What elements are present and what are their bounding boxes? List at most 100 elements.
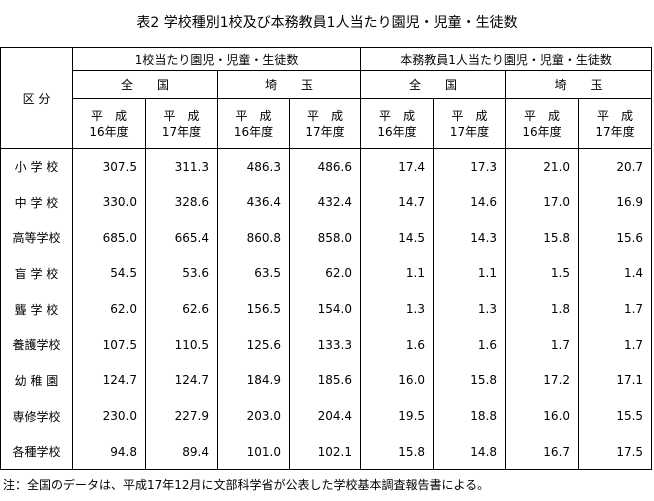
column-header-line: 平 成 <box>379 108 416 123</box>
cell: 1.3 <box>360 291 435 327</box>
cell: 156.5 <box>217 291 290 327</box>
column-header-line: 平 成 <box>235 108 272 123</box>
cell: 14.5 <box>360 219 435 256</box>
column-header-line: 平 成 <box>451 108 488 123</box>
cell: 124.7 <box>72 362 146 399</box>
table-row: 幼 稚 園 124.7 124.7 184.9 185.6 16.0 15.8 17.2 17.… <box>0 362 653 399</box>
column-header: 平 成 17年度 <box>145 98 218 149</box>
row-label: 高等学校 <box>0 219 73 256</box>
cell: 307.5 <box>72 148 146 185</box>
cell: 1.8 <box>505 291 580 327</box>
cell: 1.1 <box>360 255 435 292</box>
cell: 62.6 <box>145 291 218 327</box>
cell: 1.5 <box>505 255 580 292</box>
corner-cell: 区 分 <box>0 47 73 149</box>
cell: 185.6 <box>288 362 362 399</box>
cell: 107.5 <box>72 326 146 363</box>
table-row: 中 学 校 330.0 328.6 436.4 432.4 14.7 14.6 17.0 16.… <box>0 184 653 220</box>
data-table: 区 分 1校当たり園児・児童・生徒数 本務教員1人当たり園児・児童・生徒数 全 国埼… <box>0 47 653 471</box>
cell: 330.0 <box>72 184 146 220</box>
subgroup-header: 埼 玉 <box>216 70 362 99</box>
table-body: 小 学 校 307.5 311.3 486.3 486.6 17.4 17.3 21.0 20.… <box>0 148 653 471</box>
column-header: 平 成 17年度 <box>433 98 507 149</box>
cell: 860.8 <box>217 219 290 256</box>
cell: 1.7 <box>505 326 580 363</box>
cell: 53.6 <box>145 255 218 292</box>
cell: 125.6 <box>217 326 290 363</box>
column-header-line: 17年度 <box>595 124 635 139</box>
cell: 124.7 <box>145 362 218 399</box>
cell: 20.7 <box>578 148 653 185</box>
cell: 1.4 <box>578 255 653 292</box>
cell: 63.5 <box>217 255 290 292</box>
cell: 1.6 <box>360 326 435 363</box>
cell: 311.3 <box>145 148 218 185</box>
cell: 21.0 <box>505 148 580 185</box>
group-header: 本務教員1人当たり園児・児童・生徒数 <box>360 47 653 71</box>
cell: 89.4 <box>145 434 218 471</box>
column-header: 平 成 16年度 <box>505 98 580 149</box>
cell: 14.3 <box>433 219 507 256</box>
cell: 1.7 <box>578 326 653 363</box>
cell: 101.0 <box>217 434 290 471</box>
cell: 17.5 <box>578 434 653 471</box>
subgroup-header: 全 国 <box>360 70 507 99</box>
column-header-line: 16年度 <box>522 124 562 139</box>
cell: 1.3 <box>433 291 507 327</box>
table-row: 養護学校 107.5 110.5 125.6 133.3 1.6 1.6 1.7 1.7 <box>0 326 653 363</box>
cell: 203.0 <box>217 398 290 434</box>
cell: 15.8 <box>433 362 507 399</box>
column-header-line: 平 成 <box>307 108 344 123</box>
cell: 1.6 <box>433 326 507 363</box>
row-label: 中 学 校 <box>0 184 73 220</box>
column-header-line: 平 成 <box>90 108 127 123</box>
title: 表2 学校種別1校及び本務教員1人当たり園児・児童・生徒数 <box>136 15 518 31</box>
column-header: 平 成 16年度 <box>217 98 290 149</box>
cell: 14.6 <box>433 184 507 220</box>
row-label: 小 学 校 <box>0 148 73 185</box>
column-header-line: 17年度 <box>161 124 202 139</box>
cell: 685.0 <box>72 219 146 256</box>
cell: 14.7 <box>360 184 435 220</box>
column-header-line: 平 成 <box>163 108 200 123</box>
cell: 15.8 <box>360 434 435 471</box>
row-label: 養護学校 <box>0 326 73 363</box>
row-label: 聾 学 校 <box>0 291 73 327</box>
table-row: 聾 学 校 62.0 62.6 156.5 154.0 1.3 1.3 1.8 1.7 <box>0 291 653 327</box>
cell: 204.4 <box>288 398 362 434</box>
cell: 436.4 <box>217 184 290 220</box>
column-header: 平 成 17年度 <box>578 98 653 149</box>
cell: 184.9 <box>217 362 290 399</box>
table-row: 高等学校 685.0 665.4 860.8 858.0 14.5 14.3 15.8 15.6 <box>0 219 653 256</box>
table-row: 盲 学 校 54.5 53.6 63.5 62.0 1.1 1.1 1.5 1.4 <box>0 255 653 292</box>
cell: 62.0 <box>288 255 362 292</box>
row-label: 専修学校 <box>0 398 73 434</box>
column-header-line: 平 成 <box>597 108 634 123</box>
cell: 102.1 <box>288 434 362 471</box>
cell: 227.9 <box>145 398 218 434</box>
cell: 17.2 <box>505 362 580 399</box>
cell: 62.0 <box>72 291 146 327</box>
cell: 17.4 <box>360 148 435 185</box>
column-header: 平 成 17年度 <box>288 98 362 149</box>
column-header: 平 成 16年度 <box>360 98 435 149</box>
cell: 328.6 <box>145 184 218 220</box>
cell: 15.6 <box>578 219 653 256</box>
column-header-line: 16年度 <box>89 124 129 139</box>
table-row: 小 学 校 307.5 311.3 486.3 486.6 17.4 17.3 21.0 20.… <box>0 148 653 185</box>
cell: 16.9 <box>578 184 653 220</box>
cell: 18.8 <box>433 398 507 434</box>
cell: 16.7 <box>505 434 580 471</box>
cell: 16.0 <box>505 398 580 434</box>
cell: 17.0 <box>505 184 580 220</box>
cell: 230.0 <box>72 398 146 434</box>
column-header-line: 17年度 <box>449 124 490 139</box>
cell: 19.5 <box>360 398 435 434</box>
cell: 486.6 <box>288 148 362 185</box>
column-header-line: 17年度 <box>305 124 345 139</box>
cell: 432.4 <box>288 184 362 220</box>
column-header-line: 平 成 <box>524 108 561 123</box>
table-head: 区 分 1校当たり園児・児童・生徒数 本務教員1人当たり園児・児童・生徒数 全 国埼… <box>0 47 653 149</box>
cell: 54.5 <box>72 255 146 292</box>
cell: 17.1 <box>578 362 653 399</box>
